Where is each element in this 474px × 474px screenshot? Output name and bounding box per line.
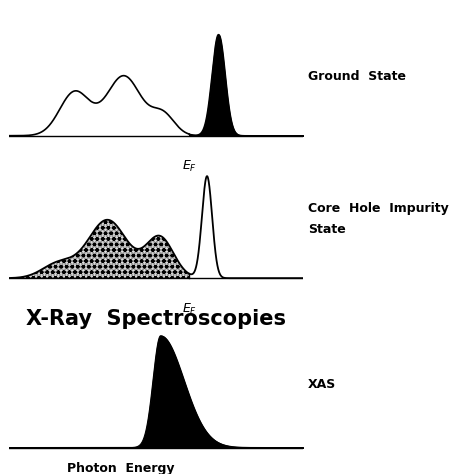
Text: $E_F$: $E_F$ <box>182 159 197 174</box>
Text: XAS: XAS <box>308 379 337 392</box>
Text: Photon  Energy: Photon Energy <box>67 462 175 474</box>
Text: State: State <box>308 223 346 236</box>
Text: $E_F$: $E_F$ <box>182 302 197 317</box>
Text: Ground  State: Ground State <box>308 70 406 83</box>
Text: X-Ray  Spectroscopies: X-Ray Spectroscopies <box>27 309 286 328</box>
Text: Core  Hole  Impurity: Core Hole Impurity <box>308 201 449 215</box>
